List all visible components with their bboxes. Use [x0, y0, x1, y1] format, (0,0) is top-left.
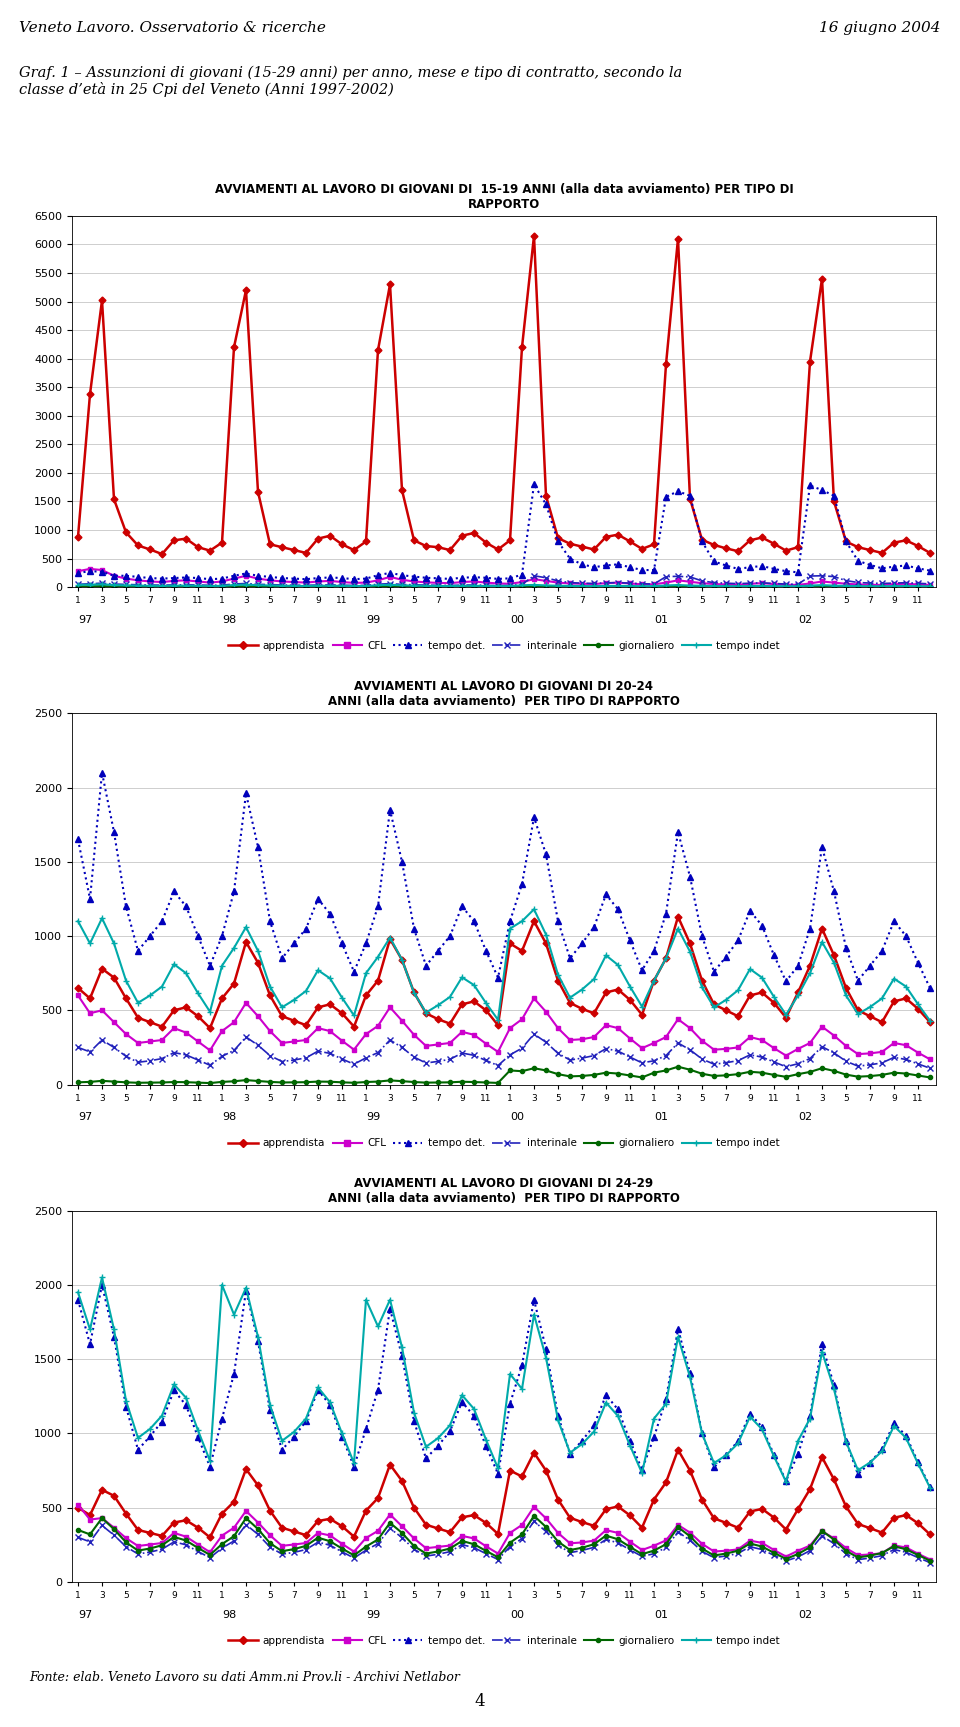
Legend: apprendista, CFL, tempo det., interinale, giornaliero, tempo indet: apprendista, CFL, tempo det., interinale… — [225, 1135, 783, 1152]
Text: 99: 99 — [366, 615, 380, 625]
Title: AVVIAMENTI AL LAVORO DI GIOVANI DI 20-24
ANNI (alla data avviamento)  PER TIPO D: AVVIAMENTI AL LAVORO DI GIOVANI DI 20-24… — [328, 680, 680, 708]
Text: 99: 99 — [366, 1112, 380, 1123]
Text: 97: 97 — [78, 615, 92, 625]
Text: 00: 00 — [510, 1610, 524, 1620]
Title: AVVIAMENTI AL LAVORO DI GIOVANI DI  15-19 ANNI (alla data avviamento) PER TIPO D: AVVIAMENTI AL LAVORO DI GIOVANI DI 15-19… — [215, 183, 793, 211]
Text: 98: 98 — [222, 1610, 236, 1620]
Text: 01: 01 — [654, 615, 668, 625]
Text: 02: 02 — [798, 1112, 812, 1123]
Text: 97: 97 — [78, 1610, 92, 1620]
Text: Graf. 1 – Assunzioni di giovani (15-29 anni) per anno, mese e tipo di contratto,: Graf. 1 – Assunzioni di giovani (15-29 a… — [19, 66, 683, 97]
Legend: apprendista, CFL, tempo det., interinale, giornaliero, tempo indet: apprendista, CFL, tempo det., interinale… — [225, 1632, 783, 1649]
Text: 02: 02 — [798, 615, 812, 625]
Text: 97: 97 — [78, 1112, 92, 1123]
Text: 16 giugno 2004: 16 giugno 2004 — [819, 21, 941, 35]
Text: 98: 98 — [222, 615, 236, 625]
Text: 00: 00 — [510, 615, 524, 625]
Text: 00: 00 — [510, 1112, 524, 1123]
Title: AVVIAMENTI AL LAVORO DI GIOVANI DI 24-29
ANNI (alla data avviamento)  PER TIPO D: AVVIAMENTI AL LAVORO DI GIOVANI DI 24-29… — [328, 1178, 680, 1205]
Text: 01: 01 — [654, 1112, 668, 1123]
Text: Fonte: elab. Veneto Lavoro su dati Amm.ni Prov.li - Archivi Netlabor: Fonte: elab. Veneto Lavoro su dati Amm.n… — [29, 1670, 460, 1684]
Text: 4: 4 — [474, 1692, 486, 1710]
Text: 98: 98 — [222, 1112, 236, 1123]
Text: 99: 99 — [366, 1610, 380, 1620]
Text: 01: 01 — [654, 1610, 668, 1620]
Text: Veneto Lavoro. Osservatorio & ricerche: Veneto Lavoro. Osservatorio & ricerche — [19, 21, 326, 35]
Legend: apprendista, CFL, tempo det., interinale, giornaliero, tempo indet: apprendista, CFL, tempo det., interinale… — [225, 637, 783, 655]
Text: 02: 02 — [798, 1610, 812, 1620]
